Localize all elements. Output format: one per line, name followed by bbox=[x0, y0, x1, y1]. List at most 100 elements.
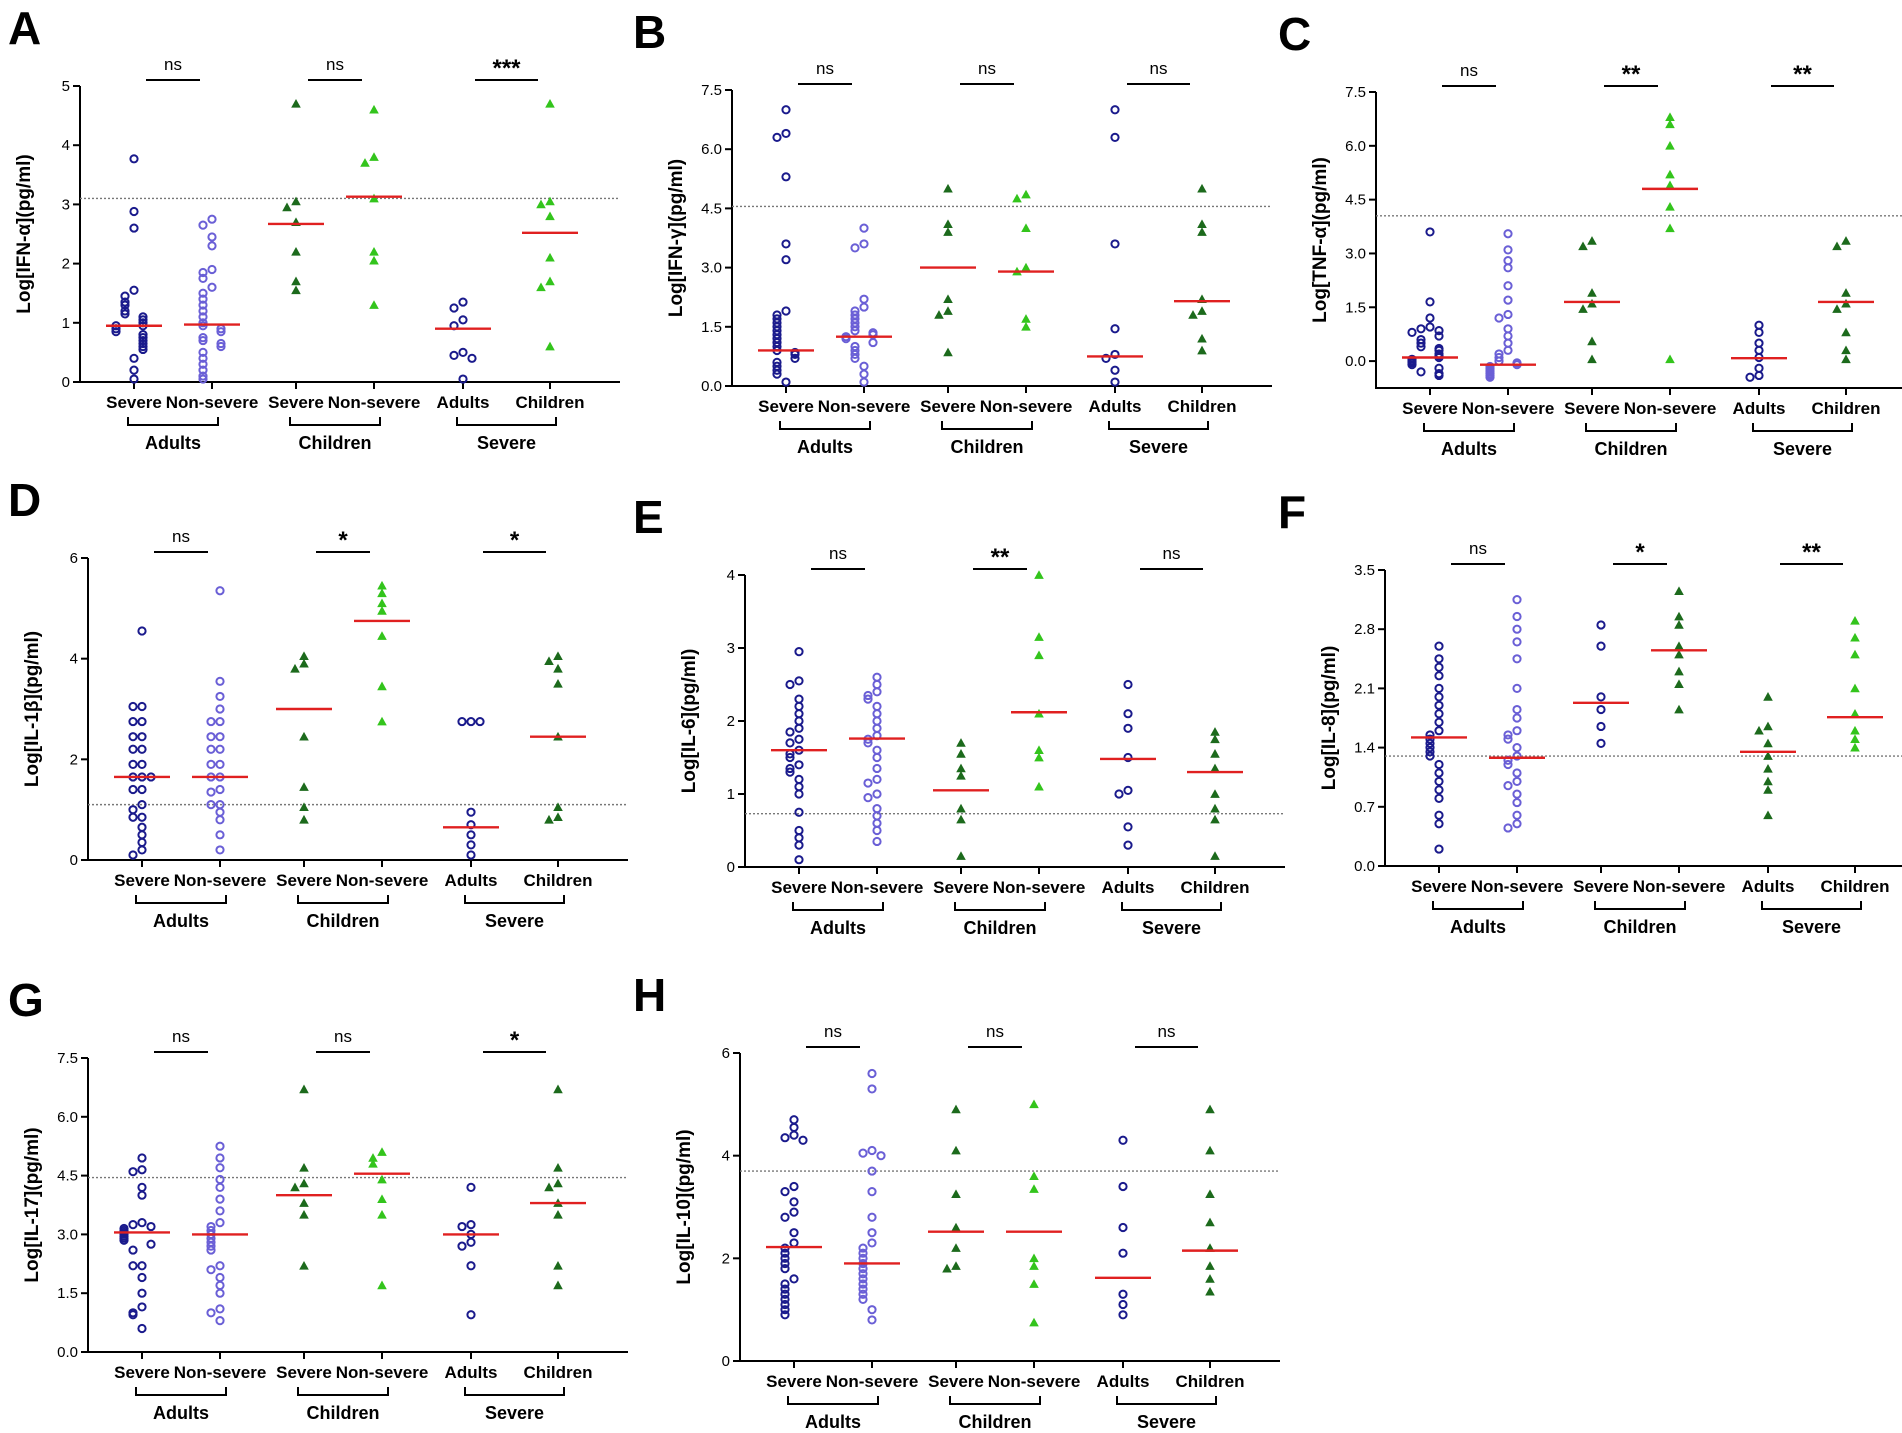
data-point bbox=[859, 239, 869, 249]
data-point bbox=[1596, 641, 1606, 651]
significance-label: ns bbox=[824, 1022, 842, 1041]
data-point bbox=[1197, 333, 1207, 343]
data-point bbox=[466, 1220, 476, 1230]
data-point bbox=[1434, 793, 1444, 803]
data-point bbox=[299, 802, 309, 811]
data-point bbox=[1754, 370, 1764, 381]
data-point bbox=[1494, 313, 1504, 323]
data-point bbox=[215, 732, 225, 742]
data-point bbox=[137, 800, 147, 810]
data-point bbox=[867, 1305, 877, 1315]
data-point bbox=[545, 211, 555, 221]
data-point bbox=[1763, 721, 1773, 731]
group-bracket bbox=[1585, 423, 1677, 432]
data-point bbox=[943, 183, 953, 193]
data-point bbox=[1210, 734, 1220, 744]
data-point bbox=[291, 276, 301, 286]
data-point bbox=[198, 335, 208, 346]
data-point bbox=[207, 264, 217, 275]
significance-label: ns bbox=[172, 527, 190, 546]
data-point bbox=[1434, 671, 1444, 681]
data-point bbox=[942, 1263, 952, 1273]
y-tick-label: 6 bbox=[722, 1045, 730, 1062]
data-point bbox=[215, 586, 225, 596]
x-tick-label: Severe bbox=[1411, 877, 1467, 896]
data-point bbox=[1850, 683, 1860, 693]
data-point bbox=[951, 1145, 961, 1155]
data-point bbox=[198, 300, 208, 310]
data-point bbox=[458, 297, 468, 307]
data-point bbox=[1434, 370, 1444, 381]
data-point bbox=[137, 1165, 147, 1175]
data-point bbox=[369, 104, 379, 114]
data-point bbox=[128, 1220, 138, 1230]
group-label: Adults bbox=[1441, 439, 1497, 459]
y-tick-label: 4.5 bbox=[1345, 192, 1366, 209]
data-point bbox=[457, 1241, 467, 1251]
y-tick-label: 6 bbox=[70, 550, 78, 567]
y-tick-label: 4.5 bbox=[57, 1168, 78, 1185]
data-point bbox=[1596, 704, 1606, 715]
series-3 bbox=[1573, 620, 1629, 748]
data-point bbox=[872, 836, 882, 847]
data-point bbox=[1416, 342, 1426, 352]
significance-label: ns bbox=[978, 59, 996, 78]
data-point bbox=[198, 353, 208, 363]
x-tick-label: Adults bbox=[445, 1363, 498, 1382]
data-point bbox=[128, 744, 138, 754]
significance-label: ns bbox=[1469, 539, 1487, 558]
data-point bbox=[1425, 313, 1435, 323]
y-tick-label: 0 bbox=[722, 1353, 730, 1370]
x-tick-label: Adults bbox=[1742, 877, 1795, 896]
group-label: Children bbox=[958, 1412, 1031, 1432]
series-5 bbox=[1087, 105, 1143, 387]
data-point bbox=[794, 840, 804, 850]
data-point bbox=[1029, 1099, 1039, 1109]
group-label: Adults bbox=[797, 437, 853, 457]
significance-label: * bbox=[510, 1027, 520, 1054]
data-point bbox=[207, 214, 217, 224]
data-point bbox=[299, 658, 309, 668]
data-point bbox=[215, 1194, 225, 1204]
data-point bbox=[1210, 749, 1220, 758]
data-point bbox=[1034, 632, 1044, 641]
data-point bbox=[1029, 1317, 1039, 1327]
y-tick-label: 0.0 bbox=[701, 378, 722, 395]
y-tick-label: 1.5 bbox=[1345, 299, 1366, 316]
x-tick-label: Children bbox=[524, 871, 593, 890]
panel-label: D bbox=[8, 474, 41, 526]
data-point bbox=[553, 1260, 563, 1270]
x-tick-label: Non-severe bbox=[328, 393, 421, 412]
data-point bbox=[129, 223, 139, 233]
data-point bbox=[858, 1243, 868, 1253]
data-point bbox=[198, 312, 208, 322]
data-point bbox=[789, 1122, 799, 1133]
data-point bbox=[198, 288, 208, 298]
data-point bbox=[956, 851, 966, 860]
data-point bbox=[859, 302, 869, 312]
y-tick-label: 2 bbox=[722, 1250, 730, 1267]
significance-label: ** bbox=[1802, 539, 1821, 566]
data-point bbox=[858, 1279, 868, 1289]
x-tick-label: Severe bbox=[766, 1372, 822, 1391]
data-point bbox=[1503, 324, 1513, 334]
data-point bbox=[876, 1151, 886, 1161]
x-tick-label: Severe bbox=[771, 878, 827, 897]
data-point bbox=[798, 1135, 808, 1145]
y-tick-label: 0.0 bbox=[1354, 858, 1375, 875]
data-point bbox=[1503, 295, 1513, 305]
x-tick-label: Severe bbox=[106, 393, 162, 412]
y-tick-label: 2.1 bbox=[1354, 680, 1375, 697]
data-point bbox=[137, 830, 147, 840]
data-point bbox=[1407, 360, 1417, 370]
group-bracket bbox=[456, 417, 557, 426]
series-2 bbox=[192, 1141, 248, 1326]
data-point bbox=[1434, 810, 1444, 820]
data-point bbox=[215, 691, 225, 702]
data-point bbox=[120, 300, 130, 310]
group-bracket bbox=[779, 421, 871, 430]
data-point bbox=[1425, 747, 1435, 757]
data-point bbox=[1110, 324, 1120, 334]
y-tick-label: 4.5 bbox=[701, 200, 722, 217]
panel-c: C 0.0 1.5 3.0 4.5 6.0 7.5 Log[TNF-α](pg/ml) Seve… bbox=[1278, 8, 1902, 459]
